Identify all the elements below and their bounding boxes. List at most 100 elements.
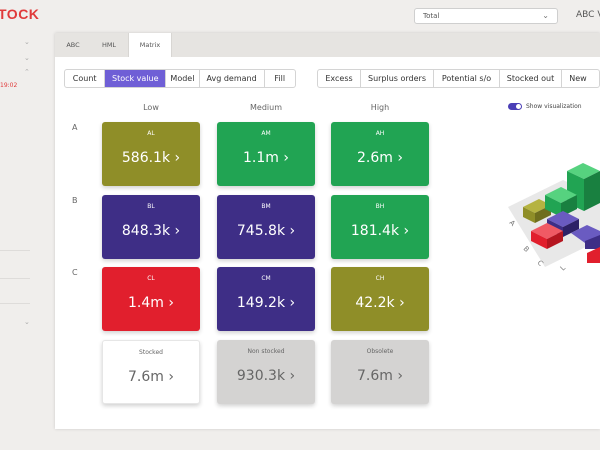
- cell-value: 181.4k: [350, 223, 400, 239]
- tab-bar: ABC HML Matrix: [55, 33, 600, 57]
- sidebar-chevron-up-icon[interactable]: ⌃: [24, 68, 30, 76]
- viz-block-al-left: [523, 207, 535, 223]
- matrix-panel: ABC HML Matrix Count Stock value Model A…: [55, 33, 600, 429]
- matrix-cell-bl[interactable]: BL 848.3k ›: [102, 195, 200, 259]
- summary-label: Stocked: [139, 349, 163, 356]
- chevron-right-icon: ›: [168, 369, 174, 385]
- chevron-right-icon: ›: [174, 223, 181, 239]
- metric-fill-button[interactable]: Fill: [274, 74, 286, 83]
- cell-code: AL: [147, 130, 155, 137]
- summary-value: 930.3k: [236, 368, 286, 384]
- cell-value: 42.2k: [355, 295, 395, 311]
- cell-code: AM: [261, 130, 271, 137]
- cell-code: BL: [147, 203, 155, 210]
- viz-axis-label-l: L: [559, 264, 567, 272]
- toggle-switch[interactable]: [508, 103, 522, 110]
- chevron-right-icon: ›: [289, 295, 296, 311]
- filter-potential-so-button[interactable]: Potential s/o: [434, 70, 500, 87]
- viz-block-cl-left: [531, 231, 547, 249]
- viz-block-cl-right: [547, 231, 563, 249]
- viz-block-ah-top: [567, 163, 600, 179]
- sidebar-divider: [0, 303, 30, 304]
- tab-matrix[interactable]: Matrix: [128, 33, 172, 57]
- matrix-cell-ah[interactable]: AH 2.6m ›: [331, 122, 429, 186]
- viz-axis-label-a: A: [508, 219, 517, 228]
- chevron-right-icon: ›: [168, 295, 174, 311]
- matrix-cell-am[interactable]: AM 1.1m ›: [217, 122, 315, 186]
- cell-code: AH: [375, 130, 385, 137]
- viz-block-red-edge: [587, 247, 600, 263]
- viz-axis-label-b: B: [522, 245, 531, 254]
- sidebar-timestamp: 19:02: [0, 82, 18, 89]
- filter-new-button[interactable]: New: [569, 74, 587, 83]
- cell-code: BH: [375, 203, 385, 210]
- filter-excess-button[interactable]: Excess: [318, 70, 361, 87]
- cell-value: 1.1m: [243, 150, 279, 166]
- row-header-b: B: [72, 196, 78, 205]
- show-visualization-toggle[interactable]: Show visualization: [508, 103, 582, 110]
- column-header-low: Low: [143, 103, 159, 112]
- chevron-down-icon: ⌄: [542, 11, 549, 20]
- total-select[interactable]: Total ⌄: [414, 8, 558, 24]
- cell-code: CL: [147, 275, 155, 282]
- summary-non-stocked-card[interactable]: Non stocked 930.3k ›: [217, 340, 315, 404]
- viz-axis-label-c: C: [536, 259, 545, 268]
- summary-stocked-card[interactable]: Stocked 7.6m ›: [102, 340, 200, 404]
- summary-label: Non stocked: [247, 348, 285, 355]
- matrix-cell-bh[interactable]: BH 181.4k ›: [331, 195, 429, 259]
- show-visualization-label: Show visualization: [526, 103, 582, 110]
- metric-model-button[interactable]: Model: [166, 70, 200, 87]
- sidebar-chevron-down-icon[interactable]: ⌄: [24, 38, 30, 46]
- cell-value: 745.8k: [236, 223, 286, 239]
- viz-block-cm-side: [585, 235, 600, 249]
- app-logo-text: TOCK: [0, 6, 40, 22]
- sidebar-chevron-down-icon[interactable]: ⌄: [24, 54, 30, 62]
- metric-avg-demand-button[interactable]: Avg demand: [200, 70, 265, 87]
- sidebar-chevron-down-icon[interactable]: ⌄: [24, 318, 30, 326]
- matrix-cell-bm[interactable]: BM 745.8k ›: [217, 195, 315, 259]
- chevron-right-icon: ›: [289, 368, 296, 384]
- tab-abc[interactable]: ABC: [66, 41, 80, 49]
- column-header-medium: Medium: [250, 103, 282, 112]
- cell-code: CM: [261, 275, 271, 282]
- chevron-right-icon: ›: [397, 368, 403, 384]
- metric-toggle-group: Count Stock value Model Avg demand Fill: [64, 69, 296, 88]
- cell-value: 1.4m: [128, 295, 164, 311]
- viz-block-am-right: [561, 195, 577, 217]
- viz-block-ah-right: [584, 171, 600, 211]
- chevron-right-icon: ›: [403, 223, 410, 239]
- viz-block-bm-right: [563, 219, 579, 237]
- summary-value: 7.6m: [128, 369, 164, 385]
- filter-surplus-orders-button[interactable]: Surplus orders: [361, 70, 434, 87]
- matrix-cell-al[interactable]: AL 586.1k ›: [102, 122, 200, 186]
- tab-hml[interactable]: HML: [101, 41, 117, 49]
- metric-count-button[interactable]: Count: [65, 70, 106, 87]
- matrix-cell-cl[interactable]: CL 1.4m ›: [102, 267, 200, 331]
- cell-value: 149.2k: [236, 295, 286, 311]
- summary-label: Obsolete: [366, 348, 394, 355]
- cell-code: CH: [375, 275, 385, 282]
- chevron-right-icon: ›: [399, 295, 405, 311]
- total-select-value: Total: [423, 12, 440, 20]
- cell-value: 586.1k: [121, 150, 171, 166]
- chevron-right-icon: ›: [283, 150, 289, 166]
- chevron-right-icon: ›: [397, 150, 403, 166]
- summary-obsolete-card[interactable]: Obsolete 7.6m ›: [331, 340, 429, 404]
- cell-value: 2.6m: [357, 150, 393, 166]
- viz-block-al-top: [523, 199, 551, 213]
- sidebar-divider: [0, 250, 30, 251]
- matrix-cell-ch[interactable]: CH 42.2k ›: [331, 267, 429, 331]
- chevron-right-icon: ›: [174, 150, 181, 166]
- topbar-right-label: ABC V: [576, 10, 600, 20]
- sidebar-divider: [0, 278, 30, 279]
- metric-stock-value-button[interactable]: Stock value: [105, 70, 167, 87]
- filter-stocked-out-button[interactable]: Stocked out: [500, 70, 562, 87]
- chevron-right-icon: ›: [289, 223, 296, 239]
- viz-block-am-left: [545, 195, 561, 217]
- row-header-c: C: [72, 268, 78, 277]
- matrix-cell-cm[interactable]: CM 149.2k ›: [217, 267, 315, 331]
- summary-value: 7.6m: [357, 368, 393, 384]
- cell-value: 848.3k: [121, 223, 171, 239]
- toggle-knob: [516, 104, 521, 109]
- column-header-high: High: [370, 103, 390, 112]
